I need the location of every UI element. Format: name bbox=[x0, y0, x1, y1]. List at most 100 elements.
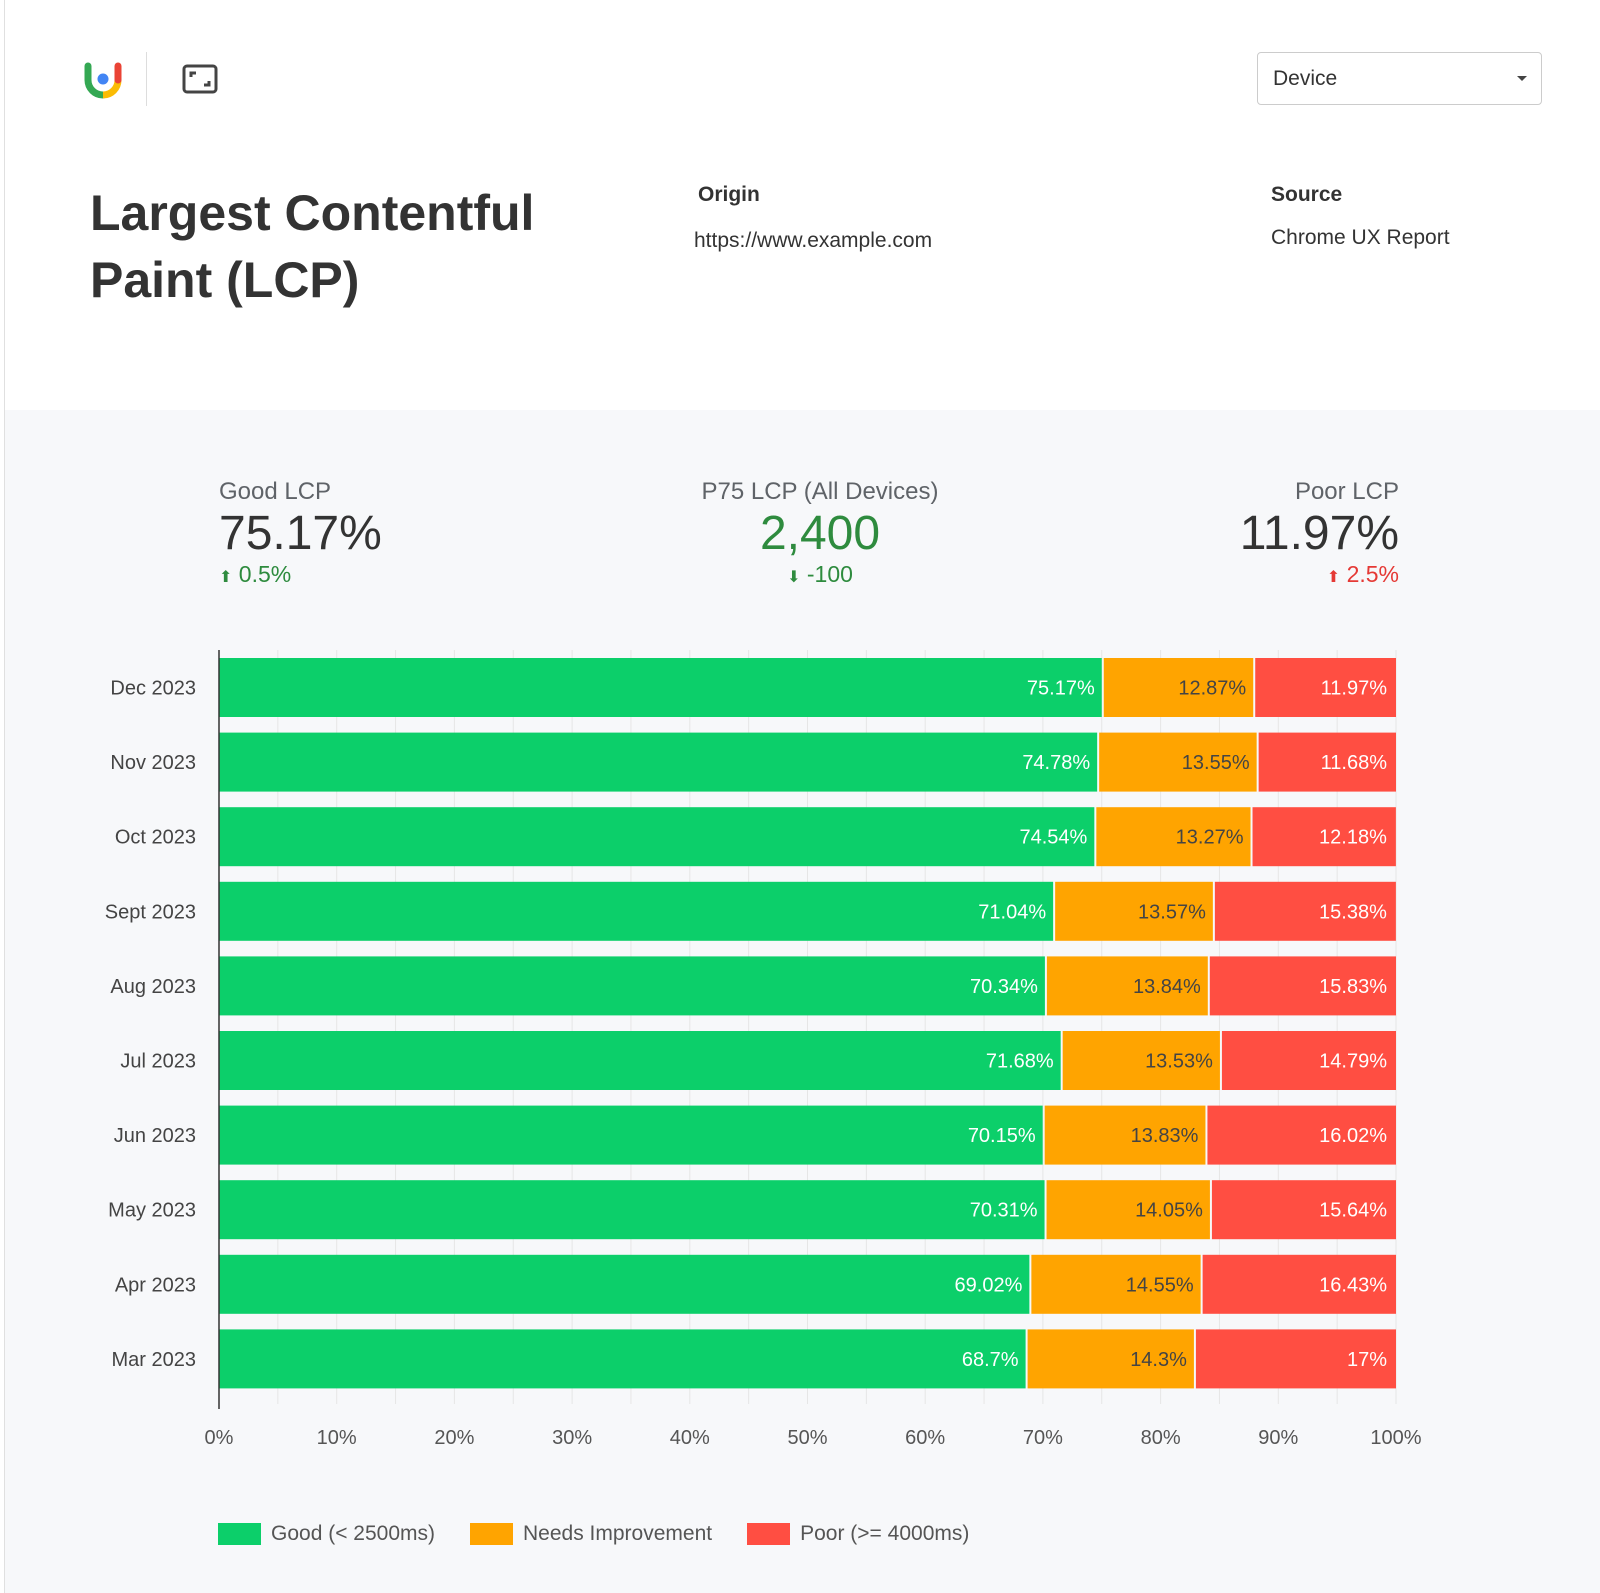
bar-data-label: 12.87% bbox=[1178, 678, 1246, 700]
bar-data-label: 13.53% bbox=[1145, 1051, 1213, 1073]
bar-segment bbox=[219, 807, 1095, 867]
bar-data-label: 13.55% bbox=[1182, 752, 1250, 774]
bar-data-label: 71.04% bbox=[978, 901, 1046, 923]
x-tick-label: 10% bbox=[317, 1427, 357, 1449]
bar-segment bbox=[1046, 956, 1208, 1016]
bar-segment bbox=[219, 1105, 1043, 1165]
y-category-label: Nov 2023 bbox=[110, 752, 196, 774]
x-tick-label: 50% bbox=[787, 1427, 827, 1449]
bar-data-label: 12.18% bbox=[1319, 827, 1387, 849]
bar-data-label: 14.79% bbox=[1319, 1051, 1387, 1073]
bar-data-label: 13.27% bbox=[1176, 827, 1244, 849]
legend-label-poor: Poor (>= 4000ms) bbox=[800, 1522, 970, 1545]
page-title: Largest Contentful Paint (LCP) bbox=[90, 185, 535, 308]
bar-segment bbox=[1027, 1329, 1194, 1389]
x-tick-label: 40% bbox=[670, 1427, 710, 1449]
arrow-up-icon: ⬆ bbox=[1326, 569, 1341, 586]
bar-segment bbox=[1209, 956, 1396, 1016]
bar-data-label: 15.64% bbox=[1319, 1200, 1387, 1222]
bar-data-label: 75.17% bbox=[1027, 678, 1095, 700]
metric-value: 11.97% bbox=[1239, 507, 1399, 560]
bar-segment bbox=[219, 881, 1054, 941]
bar-segment bbox=[1055, 881, 1213, 941]
bar-data-label: 15.38% bbox=[1319, 901, 1387, 923]
bar-data-label: 74.54% bbox=[1019, 827, 1087, 849]
stacked-bar-chart: 0% 10% 20% 30% 40% 50% 60% 70% 80% 90% 100% Dec 202… bbox=[105, 650, 1422, 1449]
y-category-label: Jun 2023 bbox=[114, 1125, 196, 1147]
source-value: Chrome UX Report bbox=[1271, 226, 1450, 249]
bar-data-label: 74.78% bbox=[1022, 752, 1090, 774]
caret-down-icon bbox=[1517, 76, 1527, 81]
x-tick-label: 60% bbox=[905, 1427, 945, 1449]
bar-segment bbox=[1202, 1254, 1396, 1314]
origin-label: Origin bbox=[698, 183, 760, 206]
metric-label: P75 LCP (All Devices) bbox=[701, 478, 939, 505]
bar-segment bbox=[219, 732, 1098, 792]
bar-data-label: 16.02% bbox=[1319, 1125, 1387, 1147]
arrow-down-icon: ⬇ bbox=[787, 569, 801, 586]
device-select-value: Device bbox=[1273, 67, 1338, 90]
legend-label-good: Good (< 2500ms) bbox=[271, 1522, 436, 1545]
source-label: Source bbox=[1271, 183, 1343, 206]
bar-segment bbox=[1255, 658, 1396, 717]
y-category-label: Mar 2023 bbox=[112, 1349, 197, 1371]
bar-data-label: 14.05% bbox=[1135, 1200, 1203, 1222]
y-category-label: May 2023 bbox=[108, 1200, 196, 1222]
bar-data-label: 15.83% bbox=[1319, 976, 1387, 998]
metric-value: 75.17% bbox=[219, 507, 382, 560]
bar-segment bbox=[1211, 1180, 1396, 1240]
bar-segment bbox=[219, 1031, 1061, 1090]
arrow-up-icon: ⬆ bbox=[219, 569, 233, 586]
bar-data-label: 69.02% bbox=[955, 1274, 1023, 1296]
header-divider bbox=[146, 52, 147, 106]
metric-poor-lcp: Poor LCP 11.97% ⬆ 2.5% bbox=[1100, 478, 1399, 588]
bar-segment bbox=[1221, 1031, 1396, 1090]
bar-data-label: 13.57% bbox=[1138, 901, 1206, 923]
bar-segment bbox=[1252, 807, 1396, 867]
metric-label: Poor LCP bbox=[1294, 478, 1399, 505]
fullscreen-icon[interactable] bbox=[182, 64, 218, 94]
legend-swatch-needs-improvement bbox=[470, 1523, 514, 1545]
bar-segment bbox=[1258, 732, 1396, 792]
bar-data-label: 16.43% bbox=[1319, 1274, 1387, 1296]
bar-segment bbox=[219, 1329, 1026, 1389]
bar-segment bbox=[1214, 881, 1396, 941]
metric-value: 2,400 bbox=[759, 507, 881, 560]
metric-delta: 2.5% bbox=[1346, 561, 1399, 587]
bar-data-label: 13.83% bbox=[1131, 1125, 1199, 1147]
bar-data-label: 68.7% bbox=[962, 1349, 1019, 1371]
bar-data-label: 11.68% bbox=[1321, 752, 1388, 774]
bar-segment bbox=[219, 1180, 1045, 1240]
y-category-label: Apr 2023 bbox=[115, 1274, 196, 1296]
bar-segment bbox=[1195, 1329, 1396, 1389]
x-tick-label: 100% bbox=[1370, 1427, 1421, 1449]
x-tick-label: 90% bbox=[1258, 1427, 1298, 1449]
metric-label: Good LCP bbox=[219, 478, 332, 505]
y-category-label: Jul 2023 bbox=[120, 1051, 196, 1073]
metric-delta: 0.5% bbox=[238, 561, 292, 587]
metric-good-lcp: Good LCP 75.17% ⬆ 0.5% bbox=[219, 478, 382, 588]
x-tick-label: 30% bbox=[552, 1427, 592, 1449]
x-tick-label: 0% bbox=[205, 1427, 234, 1449]
legend-label-needs-improvement: Needs Improvement bbox=[523, 1522, 713, 1545]
bar-segment bbox=[1096, 807, 1251, 867]
y-category-label: Oct 2023 bbox=[115, 827, 196, 849]
x-tick-label: 20% bbox=[434, 1427, 474, 1449]
y-category-label: Dec 2023 bbox=[110, 678, 196, 700]
legend: Good (< 2500ms) Needs Improvement Poor (… bbox=[218, 1522, 969, 1546]
bar-data-label: 70.15% bbox=[968, 1125, 1036, 1147]
legend-swatch-good bbox=[218, 1523, 261, 1545]
bar-segment bbox=[219, 658, 1102, 717]
bar-data-label: 17% bbox=[1347, 1349, 1387, 1371]
bar-segment bbox=[1031, 1254, 1201, 1314]
device-select[interactable]: Device bbox=[1257, 52, 1542, 105]
bar-data-label: 13.84% bbox=[1133, 976, 1201, 998]
y-category-label: Aug 2023 bbox=[110, 976, 196, 998]
lighthouse-u-logo[interactable] bbox=[82, 60, 124, 100]
bar-data-label: 70.34% bbox=[970, 976, 1038, 998]
bar-segment bbox=[1103, 658, 1254, 717]
y-category-label: Sept 2023 bbox=[105, 901, 196, 923]
bar-data-label: 11.97% bbox=[1321, 678, 1388, 700]
origin-value: https://www.example.com bbox=[694, 229, 933, 252]
bar-segment bbox=[1046, 1180, 1210, 1240]
